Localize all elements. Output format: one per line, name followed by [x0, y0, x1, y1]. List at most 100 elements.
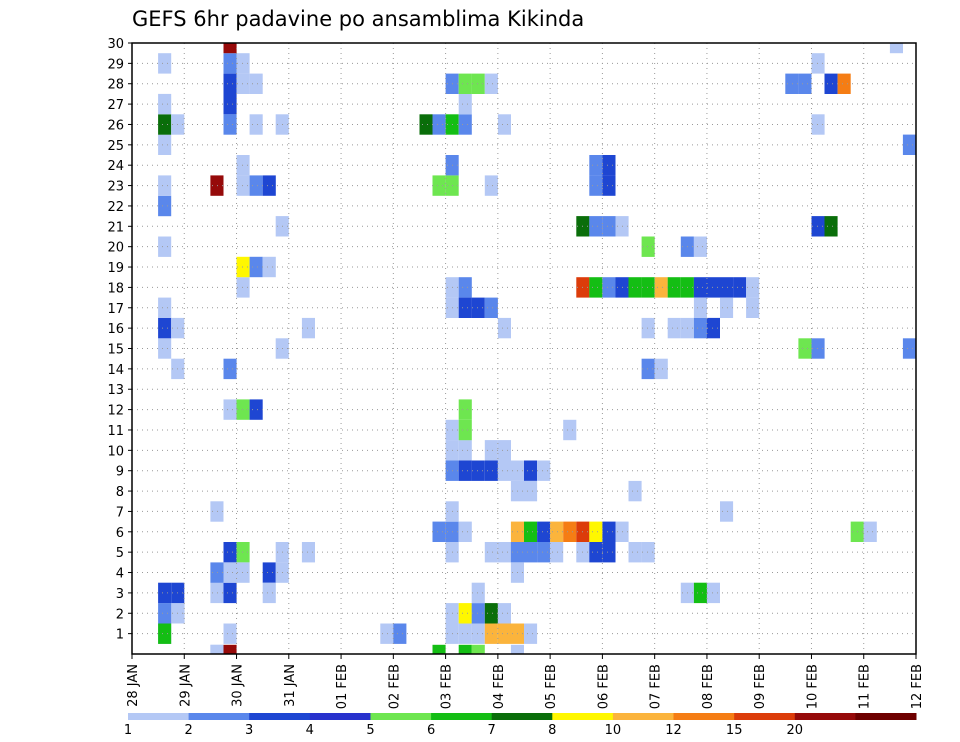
precip-cell [654, 358, 668, 380]
precip-cell [458, 93, 472, 115]
legend-label: 5 [366, 723, 374, 738]
y-tick-label: 22 [107, 200, 124, 215]
x-tick-label: 11 FEB [858, 664, 873, 709]
precip-cell [497, 440, 511, 461]
x-tick-label: 29 JAN [178, 664, 193, 707]
precip-cell [902, 134, 916, 155]
precip-cell [824, 73, 838, 94]
x-tick-label: 02 FEB [387, 664, 402, 709]
precip-cell [602, 175, 616, 196]
precip-cell [158, 53, 172, 74]
precip-cell [223, 43, 237, 54]
precip-cell [484, 297, 498, 318]
precip-cell [158, 582, 172, 604]
precip-cell [158, 93, 172, 115]
legend-swatch [612, 713, 674, 720]
x-tick-label: 03 FEB [440, 664, 455, 709]
legend-swatch [491, 713, 553, 720]
y-tick-label: 11 [107, 424, 124, 439]
y-tick-label: 1 [116, 628, 124, 643]
precip-cell [589, 155, 603, 176]
precip-cell [262, 582, 276, 604]
precip-cell [563, 419, 577, 441]
precip-cell [262, 256, 276, 278]
precip-cell [537, 521, 551, 542]
precip-cell [471, 73, 485, 94]
precip-cell [733, 277, 747, 298]
y-tick-label: 17 [107, 302, 124, 317]
precip-cell [236, 53, 250, 74]
y-tick-label: 12 [107, 404, 124, 419]
precip-cell [510, 644, 524, 654]
y-tick-label: 8 [116, 485, 124, 500]
precip-cell [693, 277, 707, 298]
y-tick-label: 5 [116, 546, 124, 561]
legend-label: 10 [605, 723, 622, 738]
precip-cell [497, 460, 511, 481]
precip-cell [589, 277, 603, 298]
y-tick-label: 29 [107, 57, 124, 72]
precip-cell [458, 114, 472, 135]
legend-swatch [128, 713, 190, 720]
precip-cell [158, 623, 172, 644]
precip-cell [236, 542, 250, 563]
precip-cell [236, 277, 250, 298]
legend-label: 15 [726, 723, 743, 738]
y-tick-label: 26 [107, 118, 124, 133]
precip-cell [249, 175, 263, 196]
precip-cell [471, 603, 485, 624]
precip-cell [902, 338, 916, 359]
precip-cell [210, 644, 224, 654]
y-axis: 1234567891011121314151617181920212223242… [107, 37, 132, 643]
precip-cell [236, 175, 250, 196]
legend-label: 12 [665, 723, 682, 738]
x-tick-label: 04 FEB [492, 664, 507, 709]
x-tick-label: 08 FEB [701, 664, 716, 709]
precip-cell [589, 175, 603, 196]
precip-cell [785, 73, 799, 94]
precip-cell [811, 216, 825, 237]
precip-cell [158, 195, 172, 217]
precip-cell [706, 277, 720, 298]
precip-cell [458, 277, 472, 298]
precip-cell [458, 399, 472, 420]
precip-cell [484, 460, 498, 481]
precip-cell [693, 317, 707, 339]
y-tick-label: 7 [116, 505, 124, 520]
precip-cell [210, 582, 224, 604]
precip-cell [210, 501, 224, 522]
precip-cell [667, 317, 681, 339]
legend-label: 4 [306, 723, 314, 738]
y-tick-label: 6 [116, 526, 124, 541]
precip-cell [301, 317, 315, 339]
precip-cell [497, 317, 511, 339]
legend-swatch [855, 713, 917, 720]
precip-cell [484, 440, 498, 461]
x-tick-label: 06 FEB [596, 664, 611, 709]
legend-swatch [552, 713, 614, 720]
precip-cell [432, 644, 446, 654]
precip-cell [236, 562, 250, 583]
precip-cell [602, 277, 616, 298]
precip-cell [693, 582, 707, 604]
x-tick-label: 05 FEB [544, 664, 559, 709]
precip-cell [641, 542, 655, 563]
precip-cell [537, 460, 551, 481]
y-tick-label: 30 [107, 37, 124, 52]
precip-cell [236, 399, 250, 420]
legend-swatch [309, 713, 371, 720]
legend-label: 3 [245, 723, 253, 738]
precip-cell [223, 542, 237, 563]
precip-cell [863, 521, 877, 542]
precip-cell [524, 542, 538, 563]
y-tick-label: 23 [107, 180, 124, 195]
precip-cell [158, 297, 172, 318]
legend-swatch [431, 713, 493, 720]
y-tick-label: 14 [107, 363, 124, 378]
precip-cell [589, 521, 603, 542]
precip-cell [432, 114, 446, 135]
precip-cell [484, 603, 498, 624]
precip-cell [706, 582, 720, 604]
precip-cell [223, 562, 237, 583]
precip-cell [497, 603, 511, 624]
